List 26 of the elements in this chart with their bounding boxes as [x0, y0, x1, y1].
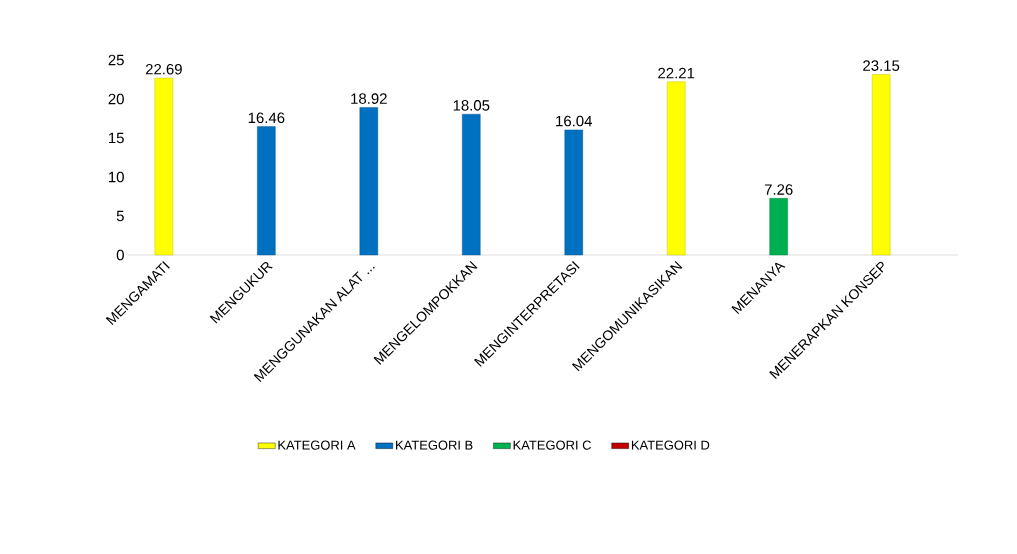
legend-label: KATEGORI C [513, 440, 591, 450]
legend-label: KATEGORI D [631, 440, 710, 450]
data-label: 16.04 [556, 115, 593, 127]
bar [871, 74, 891, 256]
y-tick-label: 15 [109, 132, 124, 144]
legend-label: KATEGORI A [278, 440, 356, 450]
legend-label: KATEGORI B [396, 440, 473, 450]
data-label: 16.46 [248, 112, 285, 124]
bar [769, 198, 788, 256]
y-tick-label: 10 [109, 171, 124, 183]
y-tick-label: 25 [108, 54, 124, 66]
data-label: 22.69 [145, 63, 182, 75]
bar [154, 77, 174, 256]
data-label: 7.26 [764, 184, 793, 195]
data-label: 23.15 [863, 60, 900, 71]
data-label: 22.21 [658, 67, 695, 79]
y-tick-label: 0 [116, 249, 124, 261]
data-label: 18.92 [351, 93, 387, 104]
bar [257, 126, 276, 256]
bar [564, 129, 583, 256]
y-tick-label: 5 [116, 210, 124, 222]
bar [667, 81, 686, 256]
bar [359, 107, 379, 256]
y-tick-label: 20 [108, 93, 124, 105]
data-label: 18.05 [453, 100, 490, 111]
bar [462, 114, 481, 256]
